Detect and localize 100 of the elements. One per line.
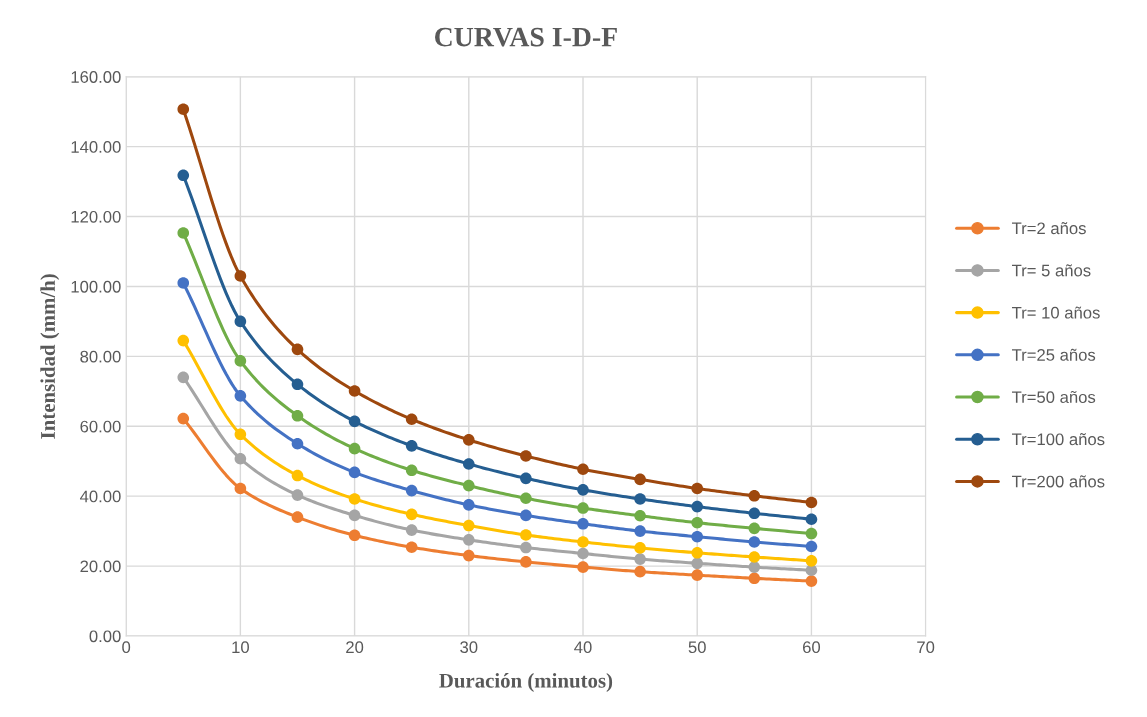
point xyxy=(234,390,247,402)
point xyxy=(291,437,304,450)
point xyxy=(462,519,475,532)
x-tick-label: 60 xyxy=(803,641,821,654)
point xyxy=(405,464,418,477)
point xyxy=(405,440,418,452)
y-tick-label: 160.00 xyxy=(71,71,121,83)
x-tick-label: 0 xyxy=(122,641,131,654)
point xyxy=(805,496,818,509)
point xyxy=(291,409,304,422)
x-tick-label: 50 xyxy=(688,641,706,654)
legend-label: Tr=200 años xyxy=(1011,475,1105,488)
point xyxy=(462,458,475,470)
point xyxy=(462,499,475,511)
legend-label: Tr=50 años xyxy=(1011,390,1096,404)
point xyxy=(634,553,646,565)
x-tick-label: 40 xyxy=(574,641,592,654)
point xyxy=(634,493,646,505)
point xyxy=(462,479,475,492)
point xyxy=(348,442,361,455)
point xyxy=(405,508,418,521)
point xyxy=(348,466,361,479)
legend-label: Tr=100 años xyxy=(1011,433,1105,446)
point xyxy=(177,371,190,384)
point xyxy=(348,529,361,542)
point xyxy=(691,516,704,529)
point xyxy=(234,315,247,328)
point xyxy=(462,549,475,562)
point xyxy=(291,511,304,523)
point xyxy=(748,572,761,585)
point xyxy=(520,541,532,554)
point xyxy=(177,227,190,239)
y-tick-label: 60.00 xyxy=(80,420,121,433)
point xyxy=(520,509,532,522)
point xyxy=(748,551,761,563)
point xyxy=(177,334,190,347)
point xyxy=(691,569,704,581)
point xyxy=(405,484,418,497)
point xyxy=(348,415,361,428)
x-tick-label: 10 xyxy=(232,641,249,654)
point xyxy=(748,490,761,502)
point xyxy=(234,270,247,282)
point xyxy=(805,540,818,553)
point xyxy=(462,434,475,446)
point xyxy=(748,536,761,548)
y-tick-label: 20.00 xyxy=(80,560,121,573)
point xyxy=(577,547,589,560)
point xyxy=(520,529,532,541)
y-tick-label: 100.00 xyxy=(71,280,121,293)
point xyxy=(748,561,761,573)
point xyxy=(462,534,475,546)
point xyxy=(177,103,190,116)
point xyxy=(577,517,589,530)
y-tick-label: 40.00 xyxy=(79,490,121,503)
x-tick-label: 20 xyxy=(346,641,364,654)
legend-label: Tr=25 años xyxy=(1011,348,1096,361)
point xyxy=(291,378,304,391)
y-axis-title: Intensidad (mm/h) xyxy=(40,274,60,439)
point xyxy=(348,509,361,522)
point xyxy=(634,542,646,554)
point xyxy=(177,412,190,425)
point xyxy=(577,463,589,476)
point xyxy=(691,482,704,495)
x-tick-label: 70 xyxy=(917,641,935,654)
point xyxy=(177,277,190,289)
legend-label: Tr= 10 años xyxy=(1011,306,1100,319)
legend-label: Tr= 5 años xyxy=(1011,264,1091,277)
point xyxy=(634,473,646,486)
point xyxy=(748,507,761,520)
point xyxy=(577,502,589,514)
point xyxy=(348,493,361,505)
point xyxy=(691,500,704,513)
chart-title: CURVAS I-D-F xyxy=(435,27,617,47)
point xyxy=(805,513,818,526)
point xyxy=(291,489,304,501)
point xyxy=(520,450,532,462)
y-tick-label: 0.00 xyxy=(89,630,121,643)
point xyxy=(348,385,361,397)
point xyxy=(291,469,304,482)
point xyxy=(634,565,646,578)
point xyxy=(805,527,818,540)
y-tick-label: 140.00 xyxy=(71,141,121,153)
legend-label: Tr=2 años xyxy=(1011,222,1086,235)
point xyxy=(577,484,589,496)
point xyxy=(634,509,646,522)
point xyxy=(405,413,418,426)
point xyxy=(520,472,532,485)
point xyxy=(405,541,418,554)
point xyxy=(520,556,532,568)
point xyxy=(634,525,646,537)
point xyxy=(291,343,304,356)
point xyxy=(177,169,190,182)
point xyxy=(234,355,247,367)
x-axis-title: Duración (minutos) xyxy=(439,673,613,692)
point xyxy=(805,555,818,567)
point xyxy=(748,522,761,535)
point xyxy=(691,546,704,559)
point xyxy=(234,482,247,495)
point xyxy=(520,492,532,505)
point xyxy=(577,536,589,548)
